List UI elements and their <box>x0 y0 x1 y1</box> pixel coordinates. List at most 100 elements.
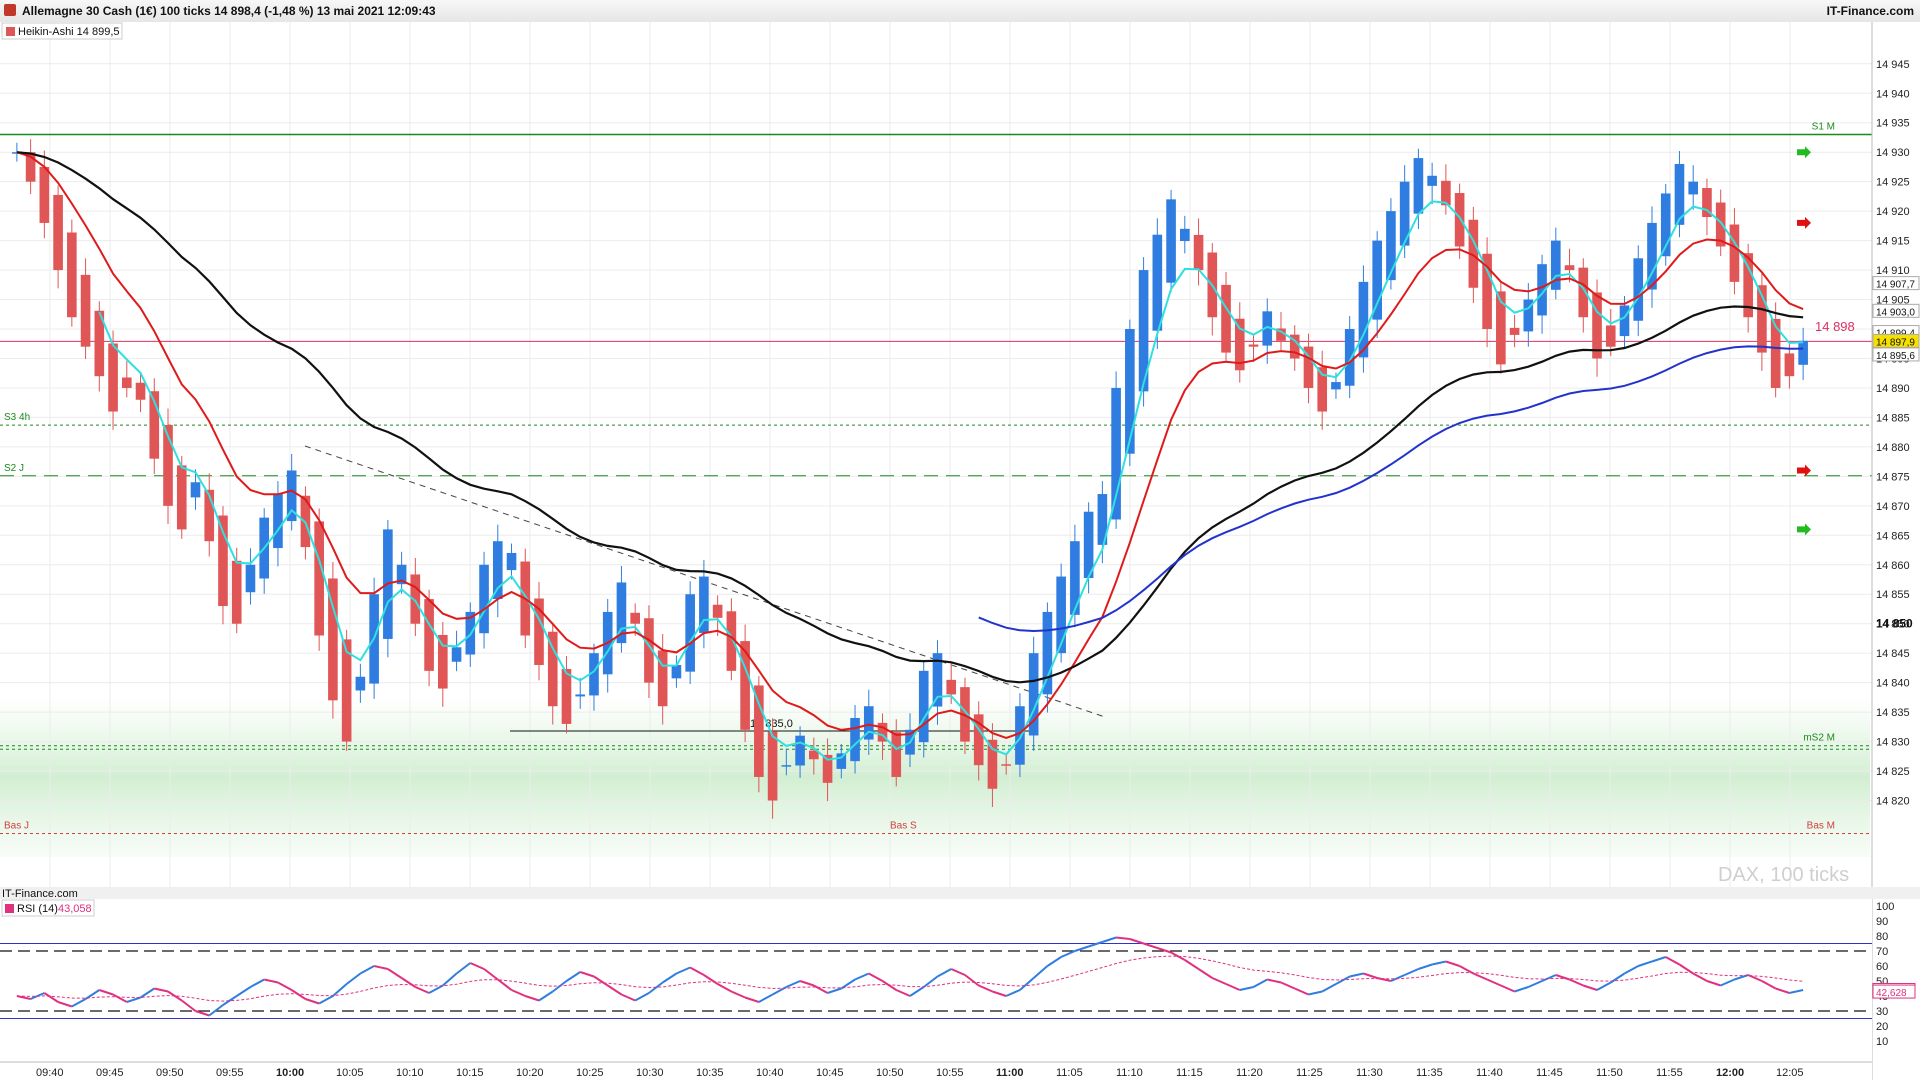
candle-body <box>1358 281 1369 358</box>
rsi-segment <box>1445 960 1460 967</box>
rsi-segment <box>565 971 581 982</box>
candle-body <box>767 731 778 801</box>
price-tick-label: 14 920 <box>1876 206 1910 218</box>
level-label: S1 M <box>1812 122 1835 133</box>
rsi-segment <box>277 981 293 991</box>
candle-body <box>121 377 132 388</box>
candle-body <box>1496 291 1506 365</box>
price-tag: 14 850 <box>1876 617 1913 631</box>
candle-body <box>1770 318 1781 388</box>
rsi-segment <box>195 1010 210 1017</box>
candle-body <box>1070 541 1080 615</box>
rsi-segment <box>785 980 801 988</box>
rsi-segment <box>1761 980 1777 990</box>
rsi-segment <box>1198 968 1213 979</box>
candle-body <box>1138 270 1149 392</box>
rsi-segment <box>992 990 1007 997</box>
rsi-segment <box>1472 972 1488 981</box>
rsi-swatch <box>5 904 14 913</box>
rsi-segment <box>112 993 128 1003</box>
price-tick-label: 14 855 <box>1876 589 1910 601</box>
rsi-plot <box>0 936 1872 1019</box>
candle-body <box>1441 180 1451 206</box>
rsi-segment <box>1637 960 1653 967</box>
candle-body <box>726 611 737 671</box>
price-tick-label: 14 905 <box>1876 295 1910 307</box>
time-tick-label: 11:35 <box>1416 1067 1443 1079</box>
candle-body <box>492 541 503 599</box>
candle-body <box>1688 181 1699 195</box>
candle-body <box>918 670 929 743</box>
candle-body <box>286 470 297 522</box>
time-axis[interactable] <box>0 1062 1872 1080</box>
signal-arrow-icon <box>1797 216 1811 229</box>
candle-body <box>1482 253 1492 330</box>
candle-body <box>1331 382 1341 390</box>
rsi-segment <box>318 995 334 1005</box>
rsi-segment <box>1170 951 1186 961</box>
brand-label[interactable]: IT-Finance.com <box>1826 4 1914 18</box>
rsi-segment <box>1720 978 1735 987</box>
rsi-segment <box>414 986 430 994</box>
candle-body <box>740 641 750 730</box>
candle-body <box>863 706 874 740</box>
rsi-segment <box>1486 978 1502 987</box>
candle-body <box>204 489 215 542</box>
candle-body <box>1743 253 1753 318</box>
candle-body <box>1550 240 1561 290</box>
rsi-segment <box>538 990 554 1002</box>
candle-body <box>1166 199 1176 283</box>
candle-body <box>1289 334 1300 359</box>
rsi-segment <box>126 996 141 1003</box>
rsi-panel[interactable] <box>0 899 1872 1062</box>
price-tick-label: 14 835 <box>1876 707 1910 719</box>
rsi-segment <box>373 965 389 970</box>
rsi-signal-line <box>16 955 1804 1002</box>
candle-body <box>1028 653 1039 736</box>
candle-body <box>547 631 558 707</box>
price-legend[interactable]: Heikin-Ashi 14 899,5 <box>18 26 120 38</box>
rsi-segment <box>387 968 403 979</box>
candle-body <box>1592 292 1602 359</box>
rsi-segment <box>1775 987 1790 994</box>
candle-body <box>506 552 517 571</box>
rsi-segment <box>758 993 774 1003</box>
time-axis-labels: 09:40 09:45 09:50 09:55 10:00 10:05 10:10 10:15… <box>36 1067 1804 1079</box>
vwap-line <box>978 345 1804 633</box>
price-tick-label: 14 880 <box>1876 442 1910 454</box>
candle-body <box>108 343 118 412</box>
time-tick-label: 10:00 <box>276 1067 304 1079</box>
time-tick-label: 10:20 <box>516 1067 544 1079</box>
candle-body <box>479 564 489 634</box>
candle-body <box>1248 344 1259 347</box>
rsi-legend-name[interactable]: RSI (14) <box>17 903 58 915</box>
rsi-segment <box>1404 968 1419 976</box>
time-tick-label: 11:50 <box>1596 1067 1623 1079</box>
rsi-segment <box>1418 963 1433 970</box>
candle-body <box>1372 240 1382 320</box>
price-tick-label: 14 820 <box>1876 796 1910 808</box>
time-tick-label: 11:05 <box>1056 1067 1083 1079</box>
rsi-segment <box>621 993 636 1002</box>
time-tick-label: 11:20 <box>1236 1067 1263 1079</box>
time-tick-label: 09:50 <box>156 1067 184 1079</box>
time-tick-label: 10:40 <box>756 1067 784 1079</box>
candle-body <box>589 653 599 696</box>
time-tick-label: 11:40 <box>1476 1067 1503 1079</box>
candle-body <box>781 765 792 767</box>
price-tick-label: 14 865 <box>1876 530 1910 542</box>
rsi-segment <box>607 984 622 996</box>
candle-body <box>1619 305 1630 337</box>
rsi-tag-box <box>1872 984 1916 999</box>
price-axis[interactable] <box>1872 22 1920 887</box>
time-tick-label: 11:00 <box>996 1067 1024 1079</box>
panel-separator[interactable] <box>0 887 1920 899</box>
candle-body <box>67 232 77 318</box>
time-tick-label: 10:55 <box>936 1067 964 1079</box>
candle-body <box>149 391 160 459</box>
rsi-segment <box>909 986 925 997</box>
rsi-segment <box>1541 974 1557 982</box>
rsi-segment <box>346 972 361 985</box>
rsi-segment <box>236 986 252 997</box>
chart-canvas[interactable]: S1 M14 933,0S3 4h14 883,7S2 J14 875,1mS2… <box>0 22 1920 1080</box>
